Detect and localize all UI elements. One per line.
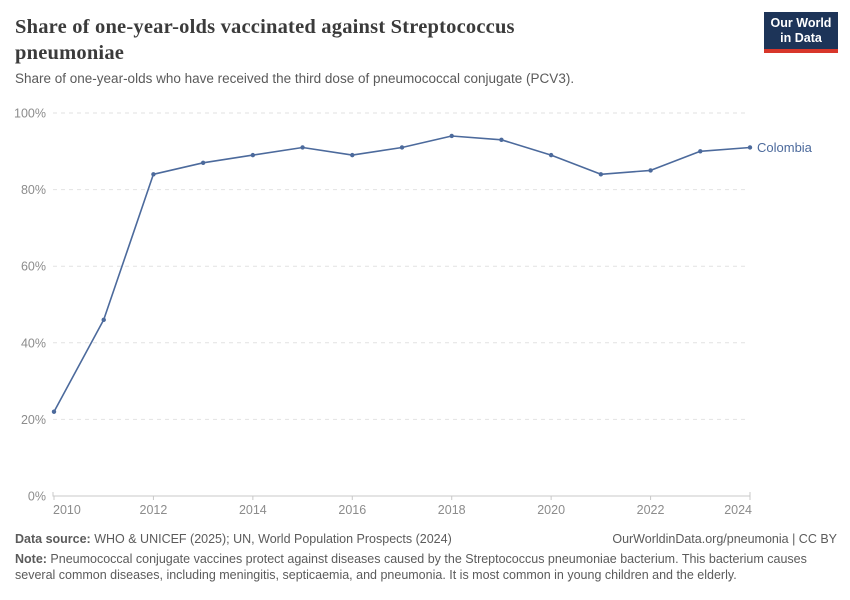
data-point-2018[interactable] [449,133,454,139]
owid-logo-line2: in Data [780,31,822,45]
data-point-2015[interactable] [300,145,305,150]
x-axis-label: 2022 [637,503,665,517]
data-point-2020[interactable] [548,152,554,158]
data-point-2011[interactable] [101,317,106,323]
x-axis-label: 2014 [239,503,267,517]
y-axis-label: 80% [21,183,46,197]
x-axis-label: 2018 [438,503,466,517]
chart-title: Share of one-year-olds vaccinated agains… [15,16,515,64]
chart-subtitle: Share of one-year-olds who have received… [15,71,575,86]
x-axis-line [52,492,751,497]
y-axis-label: 40% [21,336,46,350]
x-axis-label: 2020 [537,503,565,517]
data-point-2016[interactable] [350,152,355,158]
chart-note: Note: Pneumococcal conjugate vaccines pr… [15,551,837,583]
data-point-2014[interactable] [250,152,256,158]
data-point-2013[interactable] [200,160,206,165]
data-point-2010[interactable] [51,409,57,414]
data-point-2023[interactable] [698,149,703,154]
data-source-line: Data source: WHO & UNICEF (2025); UN, Wo… [15,532,452,546]
y-axis-label: 0% [28,490,46,504]
data-point-2021[interactable] [598,172,604,177]
line-chart: 0% 20% 40% 60% 80% 100% 2010 2012 2014 2016 2018 20… [14,107,813,518]
colombia-trend-line[interactable] [53,135,751,413]
data-point-2017[interactable] [399,145,405,150]
note-text: Pneumococcal conjugate vaccines protect … [15,552,807,582]
x-axis-label: 2024 [724,503,752,517]
data-point-2012[interactable] [151,172,156,177]
data-source-label: Data source: [15,532,91,546]
data-point-2019[interactable] [499,137,504,143]
y-axis-label: 100% [14,107,46,121]
data-point-2022[interactable] [648,168,653,173]
x-axis-label: 2016 [338,503,366,517]
owid-logo[interactable]: Our World in Data [764,12,838,53]
chart-footer: Data source: WHO & UNICEF (2025); UN, Wo… [15,532,837,583]
note-label: Note: [15,552,47,566]
data-point-2024[interactable] [747,145,753,150]
x-axis-label: 2010 [53,503,81,517]
owid-logo-line1: Our World [770,16,832,30]
license-link[interactable]: OurWorldinData.org/pneumonia | CC BY [612,532,837,546]
y-axis-label: 60% [21,260,46,274]
x-axis-label: 2012 [140,503,168,517]
series-label-colombia: Colombia [757,140,813,155]
y-axis-label: 20% [21,413,46,427]
data-source-text: WHO & UNICEF (2025); UN, World Populatio… [90,532,452,546]
